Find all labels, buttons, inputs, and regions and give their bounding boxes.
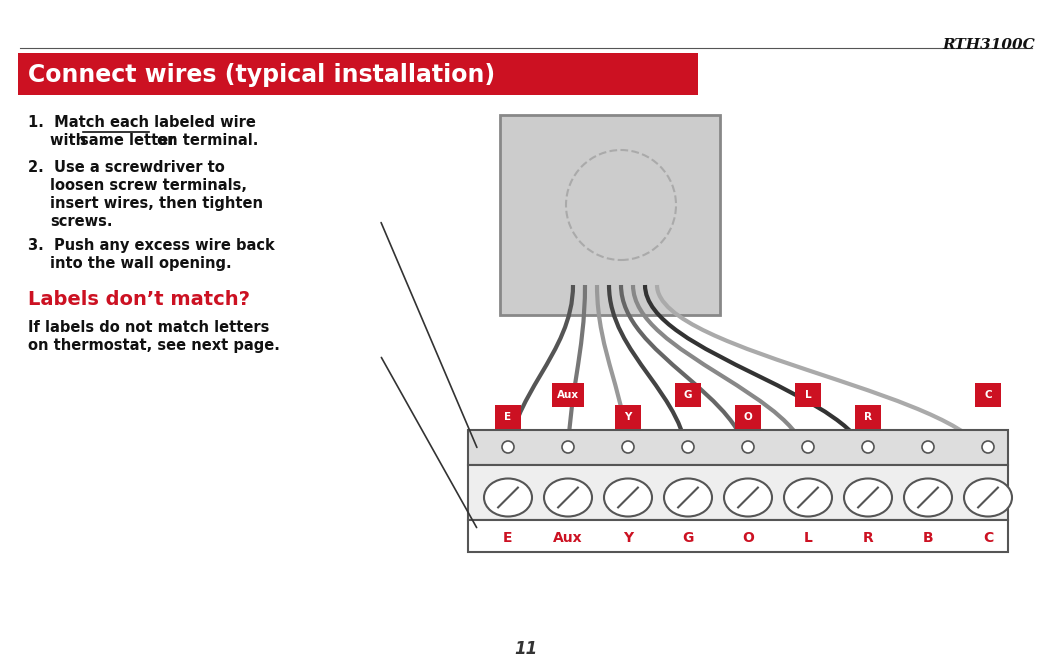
Text: G: G <box>683 531 693 545</box>
Ellipse shape <box>724 478 772 517</box>
FancyBboxPatch shape <box>975 383 1002 407</box>
Circle shape <box>562 441 574 453</box>
Ellipse shape <box>904 478 952 517</box>
Text: B: B <box>923 531 933 545</box>
Ellipse shape <box>544 478 592 517</box>
Circle shape <box>742 441 754 453</box>
Text: 1.  Match each labeled wire: 1. Match each labeled wire <box>28 115 256 130</box>
Ellipse shape <box>844 478 892 517</box>
Text: C: C <box>983 531 993 545</box>
FancyBboxPatch shape <box>18 53 697 95</box>
Ellipse shape <box>784 478 832 517</box>
Text: same letter: same letter <box>80 133 176 148</box>
Circle shape <box>862 441 874 453</box>
Circle shape <box>982 441 994 453</box>
Ellipse shape <box>604 478 652 517</box>
Text: Y: Y <box>624 412 631 422</box>
Circle shape <box>922 441 934 453</box>
Ellipse shape <box>484 478 532 517</box>
Ellipse shape <box>664 478 712 517</box>
FancyBboxPatch shape <box>735 405 761 429</box>
Text: L: L <box>805 390 811 400</box>
FancyBboxPatch shape <box>615 405 641 429</box>
FancyBboxPatch shape <box>495 405 521 429</box>
Text: Labels don’t match?: Labels don’t match? <box>28 290 250 309</box>
Text: L: L <box>804 531 812 545</box>
Text: 3.  Push any excess wire back: 3. Push any excess wire back <box>28 238 275 253</box>
Text: Aux: Aux <box>557 390 579 400</box>
Text: insert wires, then tighten: insert wires, then tighten <box>50 196 263 211</box>
Text: C: C <box>985 390 992 400</box>
Text: on terminal.: on terminal. <box>151 133 259 148</box>
Text: on thermostat, see next page.: on thermostat, see next page. <box>28 338 280 353</box>
FancyBboxPatch shape <box>468 465 1008 520</box>
Text: O: O <box>744 412 752 422</box>
Text: with: with <box>50 133 92 148</box>
Circle shape <box>802 441 814 453</box>
Text: loosen screw terminals,: loosen screw terminals, <box>50 178 247 193</box>
FancyBboxPatch shape <box>855 405 881 429</box>
Text: Aux: Aux <box>553 531 583 545</box>
Circle shape <box>682 441 694 453</box>
Text: 2.  Use a screwdriver to: 2. Use a screwdriver to <box>28 160 225 175</box>
FancyBboxPatch shape <box>500 115 720 315</box>
FancyBboxPatch shape <box>675 383 701 407</box>
Circle shape <box>622 441 634 453</box>
Text: E: E <box>503 531 512 545</box>
Text: O: O <box>742 531 754 545</box>
Text: R: R <box>863 531 873 545</box>
Circle shape <box>502 441 514 453</box>
FancyBboxPatch shape <box>468 430 1008 465</box>
Ellipse shape <box>964 478 1012 517</box>
Text: into the wall opening.: into the wall opening. <box>50 256 231 271</box>
FancyBboxPatch shape <box>795 383 821 407</box>
Text: RTH3100C: RTH3100C <box>943 38 1035 52</box>
Text: screws.: screws. <box>50 214 113 229</box>
FancyBboxPatch shape <box>468 520 1008 552</box>
Text: Connect wires (typical installation): Connect wires (typical installation) <box>28 63 495 87</box>
Text: Y: Y <box>623 531 633 545</box>
Text: 11: 11 <box>514 640 538 658</box>
Text: E: E <box>505 412 511 422</box>
Text: R: R <box>864 412 872 422</box>
Text: G: G <box>684 390 692 400</box>
FancyBboxPatch shape <box>552 383 584 407</box>
Text: If labels do not match letters: If labels do not match letters <box>28 320 269 335</box>
